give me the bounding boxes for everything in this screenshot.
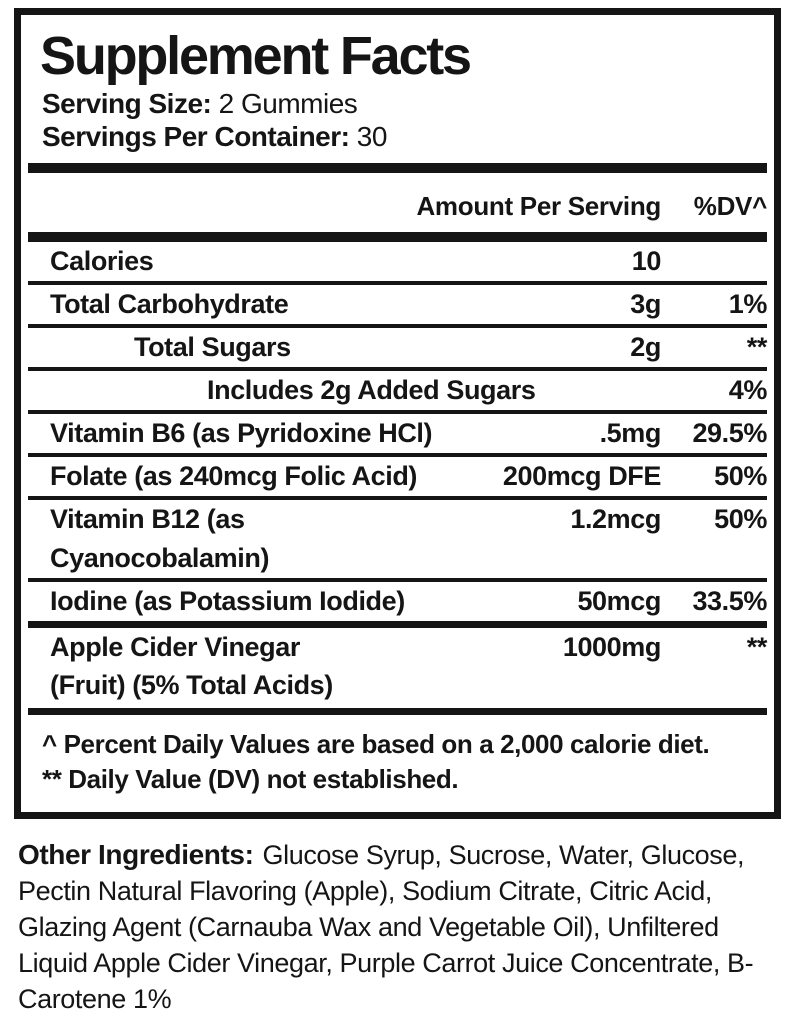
nutrient-name: Total Carbohydrate — [50, 289, 289, 319]
table-row-vitamin-b6: Vitamin B6 (as Pyridoxine HCl) .5mg 29.5… — [28, 414, 767, 453]
nutrient-name-line1: Apple Cider Vinegar — [50, 632, 300, 662]
nutrient-amount: 1.2mcg — [570, 504, 661, 534]
nutrient-amount: 200mcg DFE — [502, 461, 661, 491]
nutrient-dv: 50% — [714, 461, 767, 491]
table-row-folate: Folate (as 240mcg Folic Acid) 200mcg DFE… — [28, 457, 767, 496]
nutrient-dv: 1% — [728, 289, 768, 319]
nutrient-dv: 50% — [714, 504, 767, 534]
serving-size-line: Serving Size: 2 Gummies — [42, 87, 767, 120]
nutrient-name: Vitamin B6 (as Pyridoxine HCl) — [50, 418, 433, 448]
supplement-facts-panel: Supplement Facts Serving Size: 2 Gummies… — [14, 8, 781, 819]
serving-size-value: 2 Gummies — [218, 88, 358, 119]
table-row-vitamin-b12: Vitamin B12 (as Cyanocobalamin) 1.2mcg 5… — [28, 500, 767, 578]
nutrient-dv: 33.5% — [692, 586, 767, 616]
nutrient-dv: ** — [746, 632, 768, 662]
nutrient-name: Includes 2g Added Sugars — [207, 375, 536, 405]
row-divider — [28, 367, 767, 371]
footnote-percent-dv: ^ Percent Daily Values are based on a 2,… — [42, 729, 710, 759]
nutrient-name: Total Sugars — [134, 332, 291, 362]
nutrient-amount: 3g — [630, 289, 661, 319]
servings-per-container-line: Servings Per Container: 30 — [42, 120, 767, 153]
nutrient-amount: 2g — [630, 332, 661, 362]
table-row-calories: Calories 10 — [28, 242, 767, 281]
nutrient-dv: ** — [746, 332, 768, 362]
medium-rule — [28, 621, 767, 628]
row-divider — [28, 496, 767, 500]
table-row-apple-cider-vinegar: Apple Cider Vinegar (Fruit) (5% Total Ac… — [28, 628, 767, 708]
heavy-rule — [28, 163, 767, 173]
nutrient-amount: 1000mg — [562, 632, 662, 662]
other-ingredients-label: Other Ingredients: — [18, 839, 254, 870]
table-row-total-carbohydrate: Total Carbohydrate 3g 1% — [28, 285, 767, 324]
other-ingredients: Other Ingredients: Glucose Syrup, Sucrose… — [18, 837, 783, 1017]
footnotes: ^ Percent Daily Values are based on a 2,… — [28, 715, 767, 799]
amount-column-header: Amount Per Serving — [416, 191, 661, 221]
table-row-added-sugars: Includes 2g Added Sugars 4% — [28, 371, 767, 410]
nutrient-name: Folate (as 240mcg Folic Acid) — [50, 461, 418, 491]
row-divider — [28, 578, 767, 582]
nutrient-name: Calories — [50, 246, 154, 276]
dv-column-header: %DV^ — [693, 191, 768, 221]
medium-rule — [28, 708, 767, 715]
serving-size-label: Serving Size: — [42, 88, 212, 119]
row-divider — [28, 410, 767, 414]
nutrient-amount: .5mg — [599, 418, 662, 448]
table-row-iodine: Iodine (as Potassium Iodide) 50mcg 33.5% — [28, 582, 767, 621]
servings-per-container-value: 30 — [356, 121, 388, 152]
heavy-rule — [28, 232, 767, 242]
table-row-total-sugars: Total Sugars 2g ** — [28, 328, 767, 367]
nutrient-dv: 29.5% — [692, 418, 767, 448]
row-divider — [28, 281, 767, 285]
nutrient-name: Apple Cider Vinegar (Fruit) (5% Total Ac… — [50, 628, 461, 708]
row-divider — [28, 453, 767, 457]
nutrient-amount: 10 — [631, 246, 662, 276]
nutrient-name: Vitamin B12 (as Cyanocobalamin) — [50, 504, 270, 573]
nutrient-name: Iodine (as Potassium Iodide) — [50, 586, 405, 616]
panel-title: Supplement Facts — [40, 26, 472, 86]
nutrient-dv: 4% — [728, 375, 768, 405]
table-header-row: Amount Per Serving %DV^ — [28, 173, 767, 232]
row-divider — [28, 324, 767, 328]
footnote-dv-not-established: ** Daily Value (DV) not established. — [42, 764, 459, 794]
nutrient-amount: 50mcg — [577, 586, 661, 616]
servings-per-container-label: Servings Per Container: — [42, 121, 350, 152]
nutrient-name-line2: (Fruit) (5% Total Acids) — [50, 670, 333, 700]
